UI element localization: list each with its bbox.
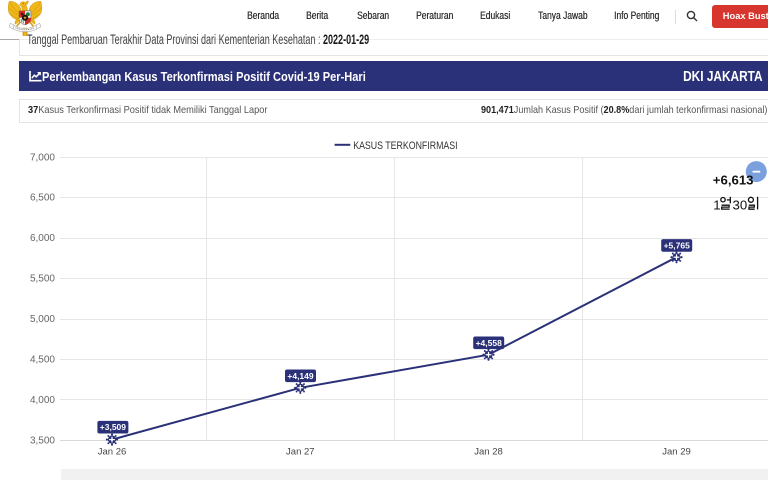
- svg-text:7,000: 7,000: [30, 152, 55, 163]
- svg-text:5,000: 5,000: [30, 314, 55, 325]
- svg-text:Jan 29: Jan 29: [662, 447, 691, 458]
- svg-text:+6,613: +6,613: [713, 172, 754, 187]
- svg-text:5,500: 5,500: [30, 274, 55, 285]
- svg-text:1: 1: [713, 198, 720, 213]
- svg-text:+4,558: +4,558: [476, 338, 503, 348]
- svg-text:+3,509: +3,509: [100, 422, 127, 432]
- svg-text:6,500: 6,500: [30, 193, 55, 204]
- svg-text:30: 30: [733, 198, 748, 213]
- svg-text:4,500: 4,500: [30, 354, 55, 365]
- svg-text:+4,149: +4,149: [287, 371, 314, 381]
- svg-text:Jan 28: Jan 28: [474, 447, 503, 458]
- svg-text:4,000: 4,000: [30, 395, 55, 406]
- svg-text:+5,765: +5,765: [664, 240, 691, 250]
- svg-text:3,500: 3,500: [30, 435, 55, 446]
- svg-text:6,000: 6,000: [30, 233, 55, 244]
- svg-text:KASUS TERKONFIRMASI: KASUS TERKONFIRMASI: [353, 140, 457, 152]
- svg-text:Jan 27: Jan 27: [286, 447, 315, 458]
- svg-text:Jan 26: Jan 26: [98, 447, 127, 458]
